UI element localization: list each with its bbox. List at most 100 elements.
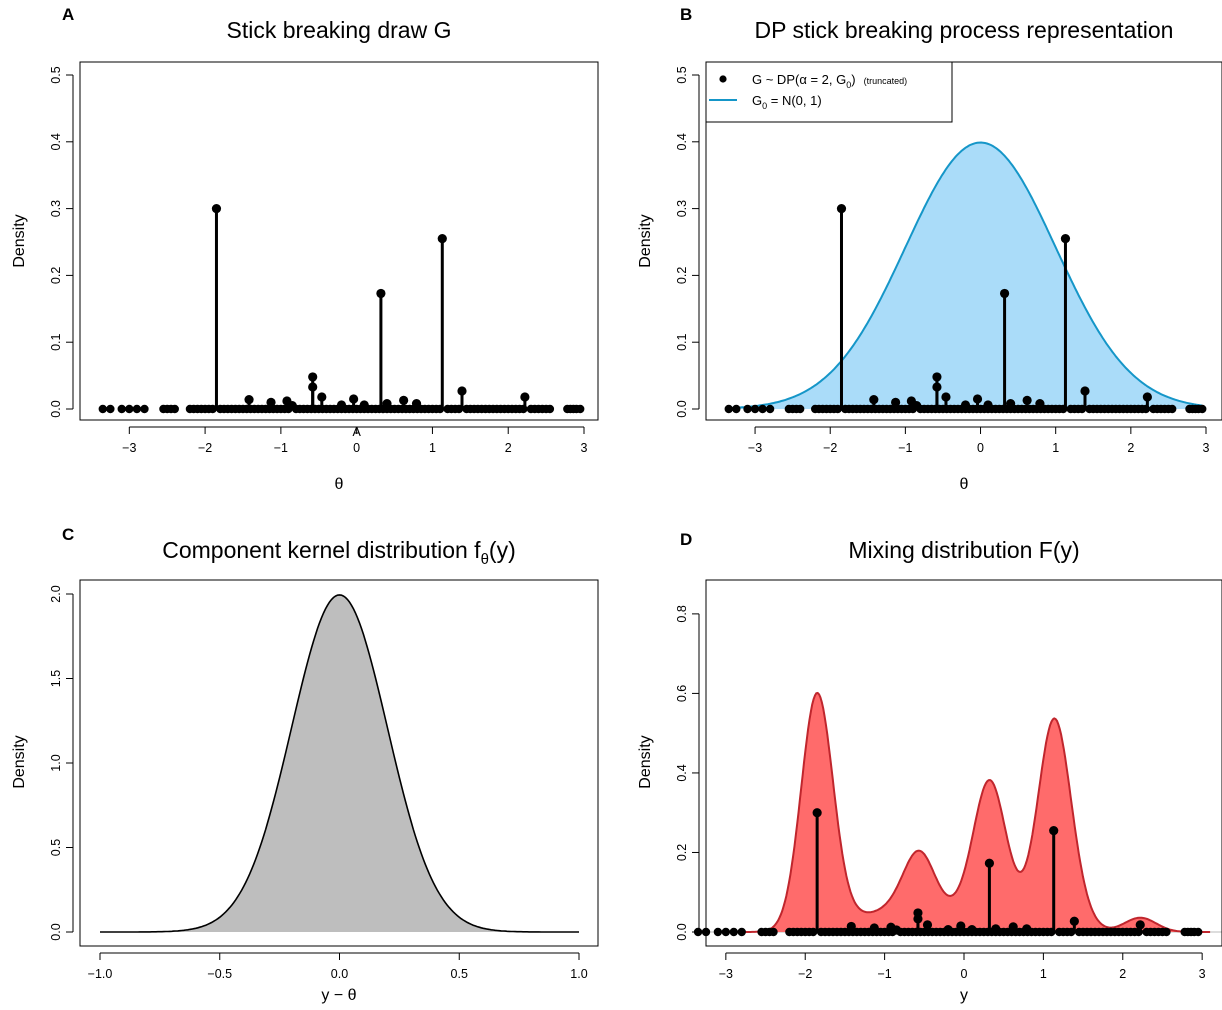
panel-label-b: B (680, 5, 692, 24)
panel-a-marks (98, 204, 585, 414)
panel-a-atom-point (576, 404, 585, 414)
panel-d-mixture-area (717, 693, 1211, 932)
panel-b-atom-point (750, 404, 760, 414)
panel-a-x-tick-label: −2 (198, 441, 212, 455)
panel-d-x-tick-label: −1 (877, 967, 891, 981)
panel-b: B DP stick breaking process representati… (637, 5, 1222, 493)
panel-a-y-tick-label: 0.3 (49, 200, 63, 217)
panel-a-plot-box (79, 61, 599, 421)
panel-d-mixture-curve (717, 691, 1211, 933)
panel-d-y-tick-label: 0.0 (675, 923, 689, 940)
panel-d-title: Mixing distribution F(y) (848, 537, 1079, 563)
panel-d-atom-point (1008, 922, 1018, 932)
panel-d-marks (693, 691, 1222, 937)
panel-b-atom-point (932, 372, 942, 382)
panel-d-y-tick-label: 0.8 (675, 605, 689, 622)
panel-b-atom-point (743, 404, 752, 414)
legend-label-g0: G0 = N(0, 1) (752, 93, 822, 111)
panel-b-title: DP stick breaking process representation (755, 17, 1174, 43)
panel-a-atom-point (208, 404, 217, 414)
panel-d-atom-point (1022, 924, 1032, 934)
panel-b-atom-point (1005, 399, 1016, 409)
panel-b-atom-point (891, 397, 901, 407)
panel-a-atom-point (349, 394, 359, 404)
panel-d-y-tick-label: 0.4 (675, 764, 689, 781)
legend-marker-atoms (719, 75, 727, 83)
panel-a-atom-point (211, 204, 222, 214)
panel-a-atom-point (170, 404, 179, 414)
panel-b-atom-point (1035, 399, 1045, 409)
panel-c-kernel-area (100, 594, 579, 932)
panel-a: A Stick breaking draw G −3 −2 −1 0 1 2 3 0.0 0.1… (11, 5, 599, 493)
panel-a-x-tick-label: −1 (274, 441, 288, 455)
panel-a-atom-point (287, 401, 297, 411)
panel-a-atom-point (98, 404, 107, 414)
panel-c-title: Component kernel distribution fθ(y) (162, 537, 516, 568)
panel-c-x-tick-label: 0.5 (451, 967, 468, 981)
panel-b-y-tick-label: 0.2 (675, 267, 689, 284)
panel-b-atom-point (1080, 386, 1090, 396)
panel-b-atom-point (960, 400, 971, 410)
panel-c-x-tick-label: 1.0 (570, 967, 587, 981)
panel-c-axes: −1.0 −0.5 0.0 0.5 1.0 0.0 0.5 1.0 1.5 2.0 (49, 585, 588, 981)
panel-d-x-tick-label: −2 (798, 967, 812, 981)
panel-d-x-tick-label: 0 (961, 967, 968, 981)
legend-label-g: G ~ DP(α = 2, G0) (truncated) (752, 72, 907, 90)
panel-d-atom-point (891, 925, 902, 935)
panel-d-axes: −3 −2 −1 0 1 2 3 0.0 0.2 0.4 0.6 0.8 (675, 605, 1206, 981)
panel-c-y-tick-label: 1.5 (49, 670, 63, 687)
panel-a-atom-point (336, 400, 347, 410)
panel-b-xlabel: θ (960, 476, 969, 493)
panel-b-x-tick-label: 1 (1052, 441, 1059, 455)
panel-a-axes: −3 −2 −1 0 1 2 3 0.0 0.1 0.2 0.3 0.4 0.5 (49, 66, 588, 455)
panel-a-atom-point (308, 382, 318, 392)
panel-a-ylabel: Density (11, 214, 28, 267)
panel-c-y-tick-label: 1.0 (49, 754, 63, 771)
panel-a-y-tick-label: 0.1 (49, 333, 63, 350)
panel-b-atom-point (999, 288, 1010, 299)
panel-a-atom-point (244, 395, 254, 405)
panel-a-atom-point (382, 399, 392, 409)
panel-c-y-tick-label: 0.0 (49, 923, 63, 940)
panel-b-atom-point (765, 404, 775, 414)
panel-a-atom-point (132, 404, 142, 414)
panel-a-x-tick-label: 2 (505, 441, 512, 455)
panel-d-x-tick-label: 2 (1119, 967, 1126, 981)
panel-d-atom-point (729, 927, 738, 937)
panel-a-atom-point (117, 404, 126, 414)
panel-d: D Mixing distribution F(y) −3 −2 −1 0 1 2 3 0.0… (637, 530, 1222, 1004)
panel-b-x-tick-label: 2 (1127, 441, 1134, 455)
panel-d-atom-point (808, 927, 818, 937)
panel-b-atom-point (869, 395, 879, 405)
panel-d-x-tick-label: 3 (1199, 967, 1206, 981)
panel-b-plot-box (705, 61, 1222, 421)
panel-d-atom-point (991, 924, 1001, 934)
panel-c-x-tick-label: −1.0 (88, 967, 113, 981)
panel-c-xlabel: y − θ (321, 987, 356, 1004)
panel-b-y-tick-label: 0.0 (675, 400, 689, 417)
panel-c-plot-box (79, 579, 599, 947)
panel-b-atom-point (1022, 395, 1032, 405)
panel-b-atom-point (732, 404, 741, 414)
panel-d-atom-point (956, 921, 966, 931)
panel-b-atom-point (1060, 234, 1071, 244)
panel-b-atom-point (758, 404, 767, 414)
panel-a-atom-point (437, 234, 447, 244)
panel-a-title: Stick breaking draw G (227, 17, 452, 43)
panel-d-xlabel: y (960, 987, 968, 1004)
panel-b-x-tick-label: −1 (898, 441, 912, 455)
panel-a-atom-point (457, 386, 467, 396)
panel-label-d: D (680, 530, 692, 549)
panel-d-atom-point (846, 921, 856, 932)
panel-d-atom-point (1135, 920, 1145, 930)
panel-b-atom-point (795, 404, 805, 414)
panel-a-atom-point (359, 400, 369, 410)
panel-a-atom-point (140, 404, 149, 414)
panel-a-atom-point (520, 392, 530, 402)
panel-a-atom-point (125, 404, 134, 414)
panel-d-atom-point (943, 925, 953, 935)
panel-c-x-tick-label: −0.5 (207, 967, 232, 981)
panel-d-y-tick-label: 0.6 (675, 685, 689, 702)
panel-b-g0-curve (732, 141, 1203, 409)
